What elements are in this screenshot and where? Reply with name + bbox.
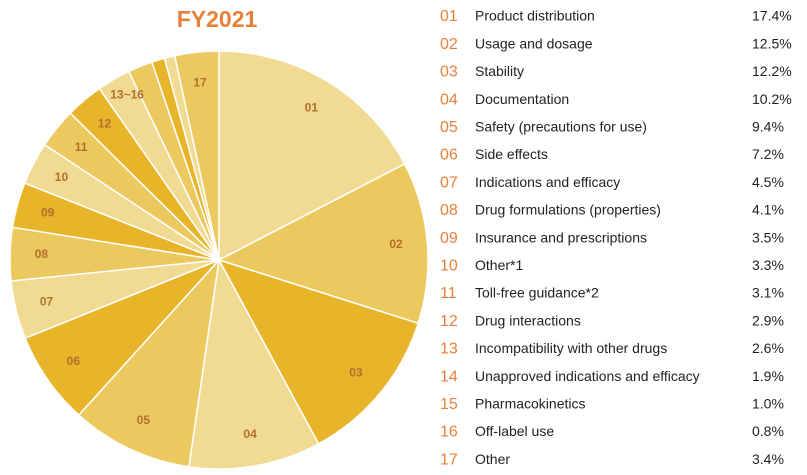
legend-code: 10 xyxy=(440,258,458,275)
legend-label: Product distribution xyxy=(475,8,595,24)
legend-code: 12 xyxy=(440,313,458,330)
legend-code: 07 xyxy=(440,174,458,191)
value-label: 4.5% xyxy=(752,174,784,190)
legend-label: Incompatibility with other drugs xyxy=(475,340,667,356)
legend-label: Drug formulations (properties) xyxy=(475,202,661,218)
value-label: 1.9% xyxy=(752,368,784,384)
value-label: 2.9% xyxy=(752,312,784,328)
legend-label: Pharmacokinetics xyxy=(475,396,586,412)
pie-slice xyxy=(218,50,406,262)
group-label: 13~16 xyxy=(110,87,144,101)
value-label: 3.5% xyxy=(752,229,784,245)
pie-slice xyxy=(77,257,221,468)
legend-code: 02 xyxy=(440,36,458,53)
legend-label: Stability xyxy=(475,63,524,79)
slice-label: 01 xyxy=(305,100,319,114)
legend-label: Off-label use xyxy=(475,423,554,439)
pie-slice xyxy=(217,162,429,325)
legend-label: Safety (precautions for use) xyxy=(475,119,647,135)
value-label: 9.4% xyxy=(752,119,784,135)
pie-slice xyxy=(217,258,420,445)
value-label: 3.1% xyxy=(752,285,784,301)
slice-label: 04 xyxy=(243,427,257,441)
value-label: 7.2% xyxy=(752,146,784,162)
legend-label: Insurance and prescriptions xyxy=(475,229,647,245)
legend-code: 13 xyxy=(440,341,458,358)
pie-slice xyxy=(173,50,220,261)
value-label: 12.2% xyxy=(752,63,792,79)
legend-label: Unapproved indications and efficacy xyxy=(475,368,700,384)
slice-label: 17 xyxy=(193,76,207,90)
value-label: 1.0% xyxy=(752,396,784,412)
legend-label: Side effects xyxy=(475,146,548,162)
legend-code: 17 xyxy=(440,451,458,468)
value-label: 3.3% xyxy=(752,257,784,273)
legend-label: Other xyxy=(475,451,510,467)
slice-label: 08 xyxy=(35,247,49,261)
value-label: 4.1% xyxy=(752,202,784,218)
slice-label: 06 xyxy=(67,354,81,368)
legend-code: 04 xyxy=(440,91,458,108)
value-label: 2.6% xyxy=(752,340,784,356)
chart-title: FY2021 xyxy=(177,6,258,32)
legend-code: 08 xyxy=(440,202,458,219)
legend-code: 03 xyxy=(440,64,458,81)
slice-label: 09 xyxy=(41,205,55,219)
legend-label: Documentation xyxy=(475,91,569,107)
legend-code: 14 xyxy=(440,368,458,385)
legend-code: 11 xyxy=(440,285,457,302)
slice-label: 12 xyxy=(98,116,112,130)
value-label: 3.4% xyxy=(752,451,784,467)
legend-code: 15 xyxy=(440,396,458,413)
legend-code: 05 xyxy=(440,119,458,136)
value-label: 10.2% xyxy=(752,91,792,107)
legend-code: 06 xyxy=(440,147,458,164)
pie-slice xyxy=(188,257,320,470)
legend-label: Drug interactions xyxy=(475,312,581,328)
slice-label: 10 xyxy=(55,170,69,184)
legend-label: Usage and dosage xyxy=(475,35,593,51)
value-label: 12.5% xyxy=(752,35,792,51)
value-label: 17.4% xyxy=(752,8,792,24)
legend-code: 01 xyxy=(440,8,458,25)
legend-label: Toll-free guidance*2 xyxy=(475,285,599,301)
legend-label: Indications and efficacy xyxy=(475,174,620,190)
value-label: 0.8% xyxy=(752,423,784,439)
slice-label: 11 xyxy=(75,140,88,154)
legend-label: Other*1 xyxy=(475,257,523,273)
slice-label: 05 xyxy=(137,413,151,427)
legend-code: 09 xyxy=(440,230,458,247)
slice-label: 07 xyxy=(40,295,54,309)
slice-label: 02 xyxy=(389,237,403,251)
legend-code: 16 xyxy=(440,424,458,441)
slice-label: 03 xyxy=(349,365,363,379)
